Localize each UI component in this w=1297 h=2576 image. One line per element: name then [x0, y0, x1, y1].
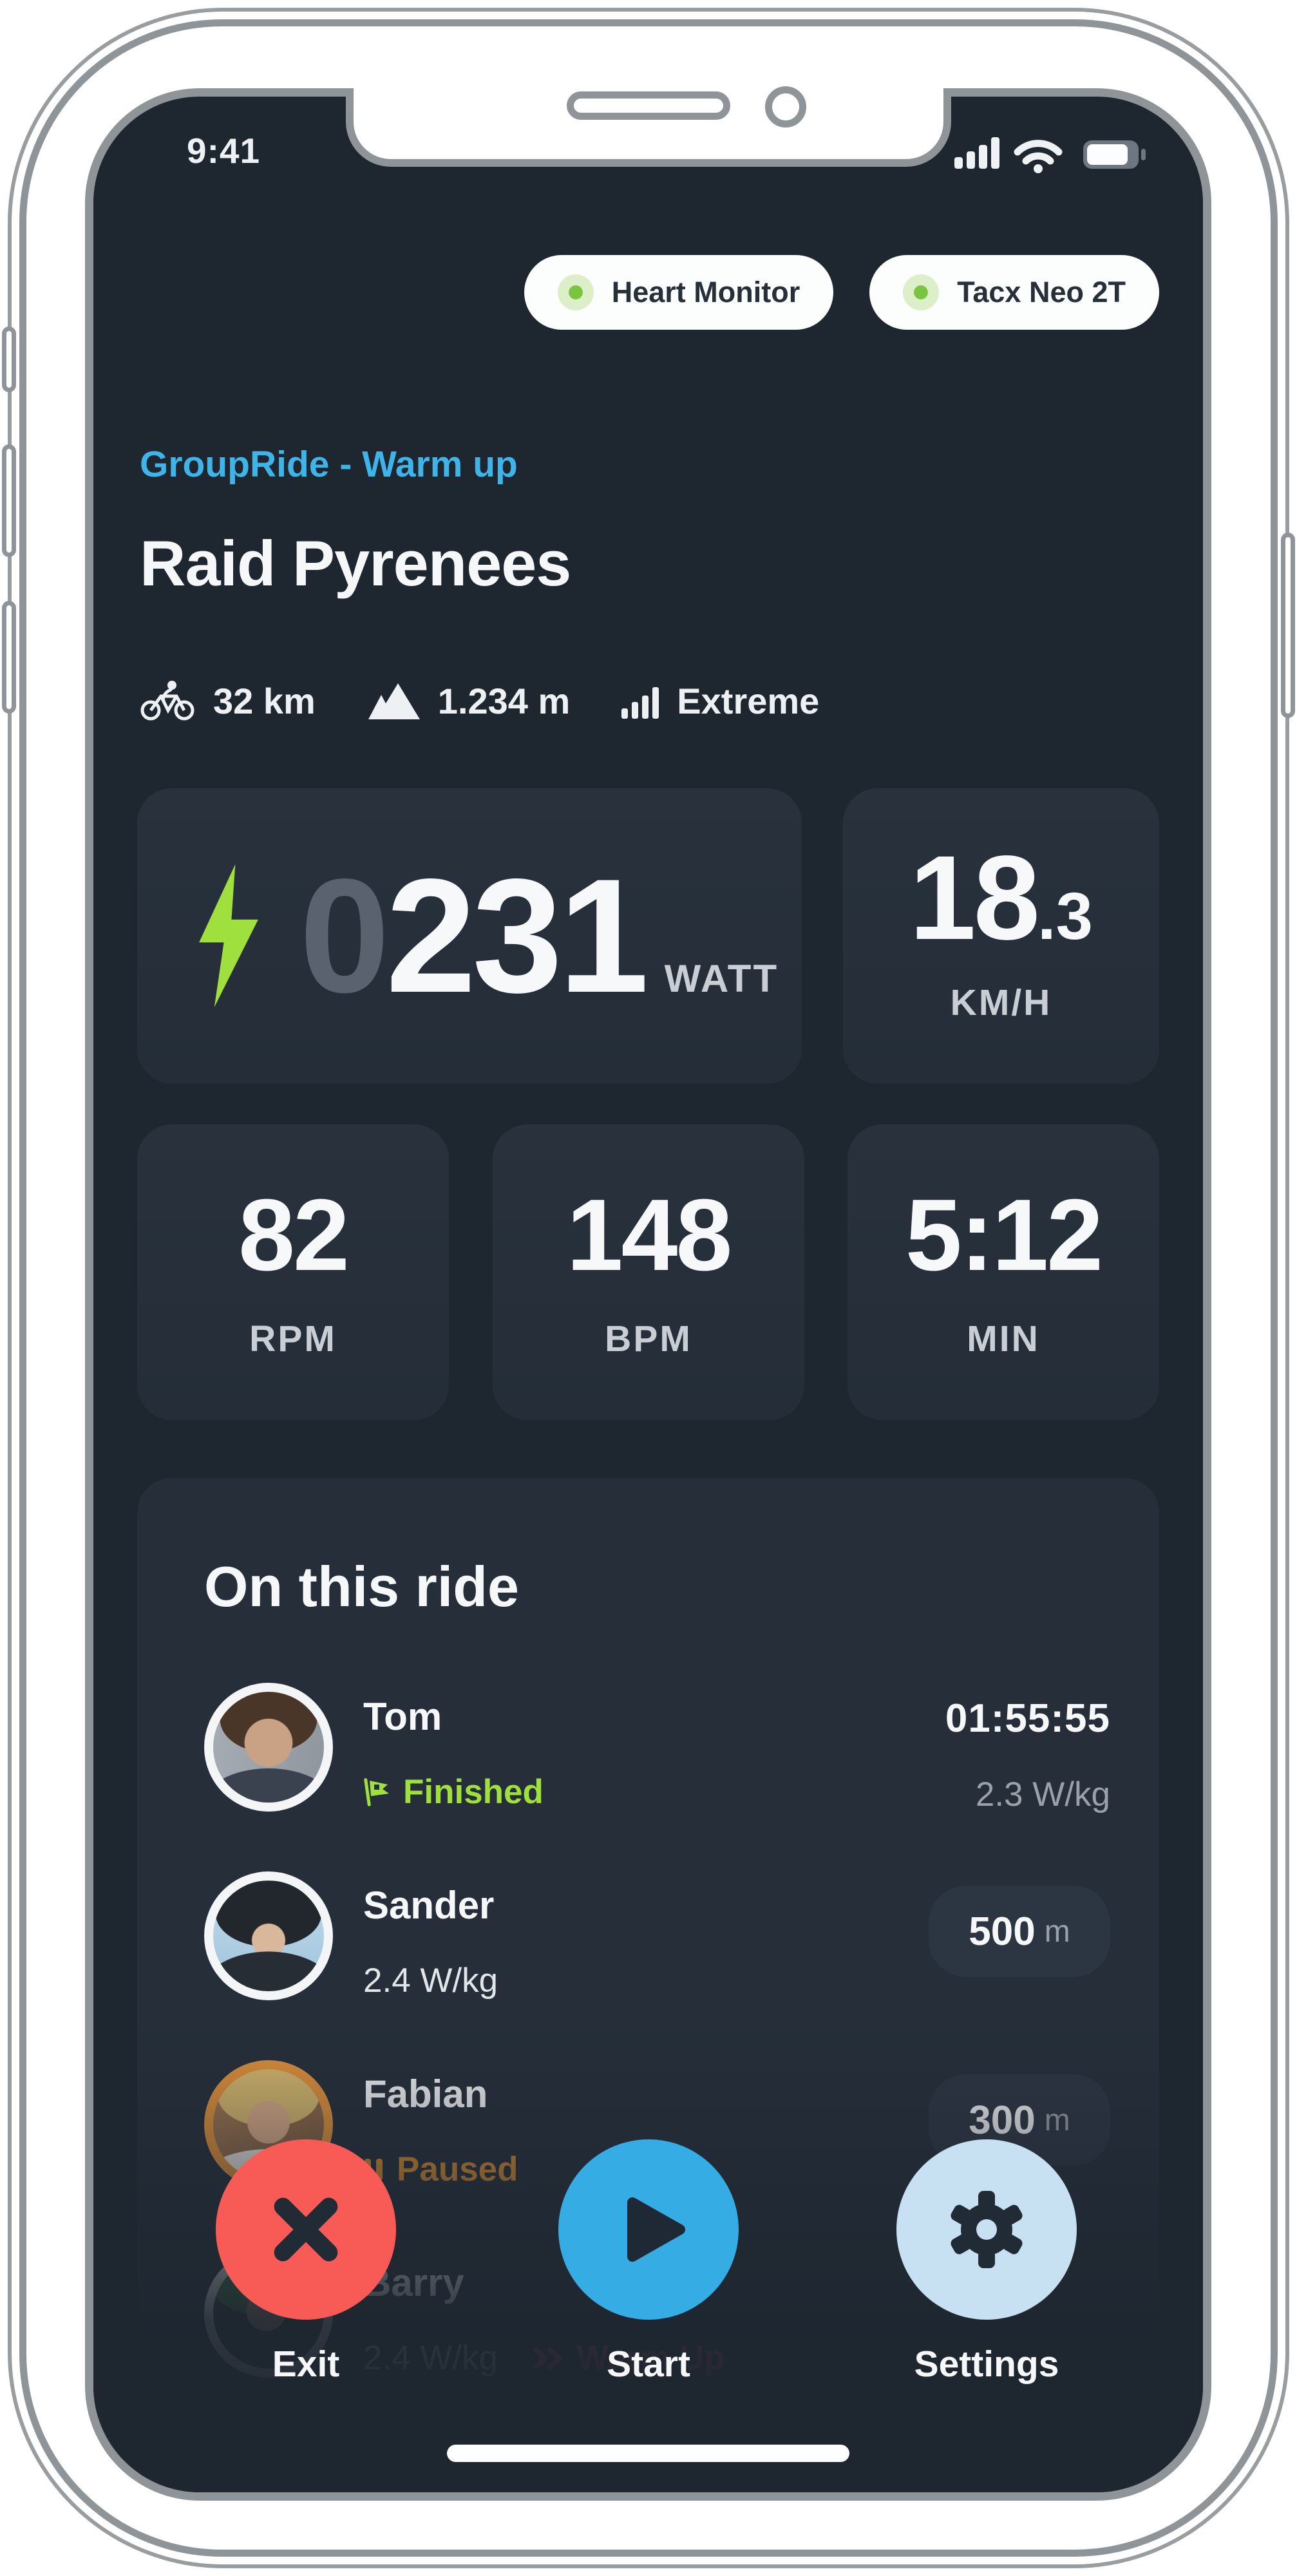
connected-dot-icon	[903, 274, 940, 310]
volume-down-button[interactable]	[2, 601, 16, 714]
rider-row-tom[interactable]: Tom Finished 01:55:55	[204, 1683, 1110, 1837]
power-card: 0231 WATT	[137, 788, 802, 1084]
cadence-unit: RPM	[249, 1318, 337, 1359]
play-icon	[627, 2197, 685, 2262]
stat-elevation: 1.234 m	[367, 680, 571, 722]
avatar	[204, 1871, 333, 2000]
speed-card: 18.3 KM/H	[843, 788, 1159, 1084]
mountain-icon	[368, 683, 420, 719]
device-pill-heart-monitor[interactable]: Heart Monitor	[524, 255, 834, 330]
speaker-icon	[567, 91, 730, 120]
lightning-icon	[199, 864, 258, 1007]
speed-unit: KM/H	[950, 982, 1052, 1023]
app-screen: 9:41	[93, 97, 1203, 2492]
mute-switch[interactable]	[2, 327, 16, 392]
timer-value: 5:12	[905, 1179, 1103, 1292]
status-time: 9:41	[187, 131, 261, 171]
phone-outline	[8, 8, 1289, 2568]
distance-gap-badge: 500 m	[929, 1886, 1110, 1977]
connected-devices: Heart Monitor Tacx Neo 2T	[137, 255, 1159, 330]
distance-unit: m	[1044, 2103, 1070, 2137]
speed-value: 18.3	[843, 818, 1159, 1017]
speed-number: 18	[909, 831, 1040, 965]
rider-power: 2.3 W/kg	[975, 1776, 1110, 1814]
rider-finish-time: 01:55:55	[945, 1696, 1110, 1741]
stat-distance: 32 km	[140, 680, 316, 722]
close-icon	[274, 2197, 338, 2262]
speed-decimal: .3	[1037, 879, 1093, 953]
riders-section: On this ride Tom Finished	[137, 1478, 1159, 2483]
distance-value: 500	[969, 1909, 1036, 1954]
cyclist-icon	[140, 681, 194, 721]
start-label: Start	[607, 2344, 690, 2385]
ride-stats: 32 km 1.234 m Extreme	[140, 668, 819, 733]
heart-rate-unit: BPM	[605, 1318, 692, 1359]
rider-name: Fabian	[363, 2072, 488, 2116]
rider-row-sander[interactable]: Sander 2.4 W/kg 500 m	[204, 1871, 1110, 2026]
rider-power: 2.4 W/kg	[363, 1962, 498, 2000]
ride-title: Raid Pyrenees	[140, 527, 571, 599]
rider-status: Finished	[363, 1772, 544, 1812]
power-unit: WATT	[664, 957, 779, 1000]
connected-dot-icon	[557, 274, 594, 310]
timer-unit: MIN	[967, 1318, 1040, 1359]
gear-icon	[951, 2191, 1023, 2268]
distance-value: 300	[969, 2098, 1036, 2143]
avatar	[204, 1683, 333, 1812]
settings-button[interactable]	[896, 2139, 1077, 2320]
power-value: 0231 WATT	[299, 788, 779, 1084]
device-label: Heart Monitor	[611, 276, 800, 308]
heart-rate-value: 148	[566, 1179, 733, 1292]
power-button[interactable]	[1281, 533, 1295, 718]
power-number: 231	[386, 846, 648, 1027]
status-icons	[954, 134, 1167, 177]
settings-label: Settings	[914, 2344, 1059, 2385]
home-indicator[interactable]	[447, 2445, 849, 2462]
exit-button[interactable]	[216, 2139, 396, 2320]
camera-icon	[765, 86, 806, 128]
rider-name: Tom	[363, 1695, 442, 1738]
finish-flag-icon	[364, 1777, 389, 1806]
volume-up-button[interactable]	[2, 444, 16, 557]
distance-unit: m	[1044, 1914, 1070, 1949]
stat-distance-value: 32 km	[213, 680, 316, 721]
rider-status: Paused	[363, 2150, 518, 2189]
battery-icon	[1083, 140, 1146, 169]
ride-category: GroupRide - Warm up	[140, 444, 518, 485]
power-leading-zero: 0	[299, 846, 390, 1027]
timer-card: 5:12 MIN	[847, 1124, 1159, 1420]
device-pill-trainer[interactable]: Tacx Neo 2T	[869, 255, 1159, 330]
stat-difficulty: Extreme	[621, 680, 819, 722]
stat-elevation-value: 1.234 m	[437, 680, 571, 721]
cadence-value: 82	[238, 1179, 350, 1292]
signal-strength-icon	[954, 137, 999, 169]
cadence-card: 82 RPM	[137, 1124, 449, 1420]
device-label: Tacx Neo 2T	[957, 276, 1126, 308]
heart-rate-card: 148 BPM	[493, 1124, 804, 1420]
riders-section-title: On this ride	[204, 1555, 519, 1618]
difficulty-bars-icon	[621, 687, 659, 719]
stat-difficulty-value: Extreme	[677, 680, 820, 721]
rider-name: Sander	[363, 1884, 495, 1927]
wifi-icon	[1014, 140, 1063, 173]
start-button[interactable]	[558, 2139, 739, 2320]
exit-label: Exit	[272, 2344, 340, 2385]
